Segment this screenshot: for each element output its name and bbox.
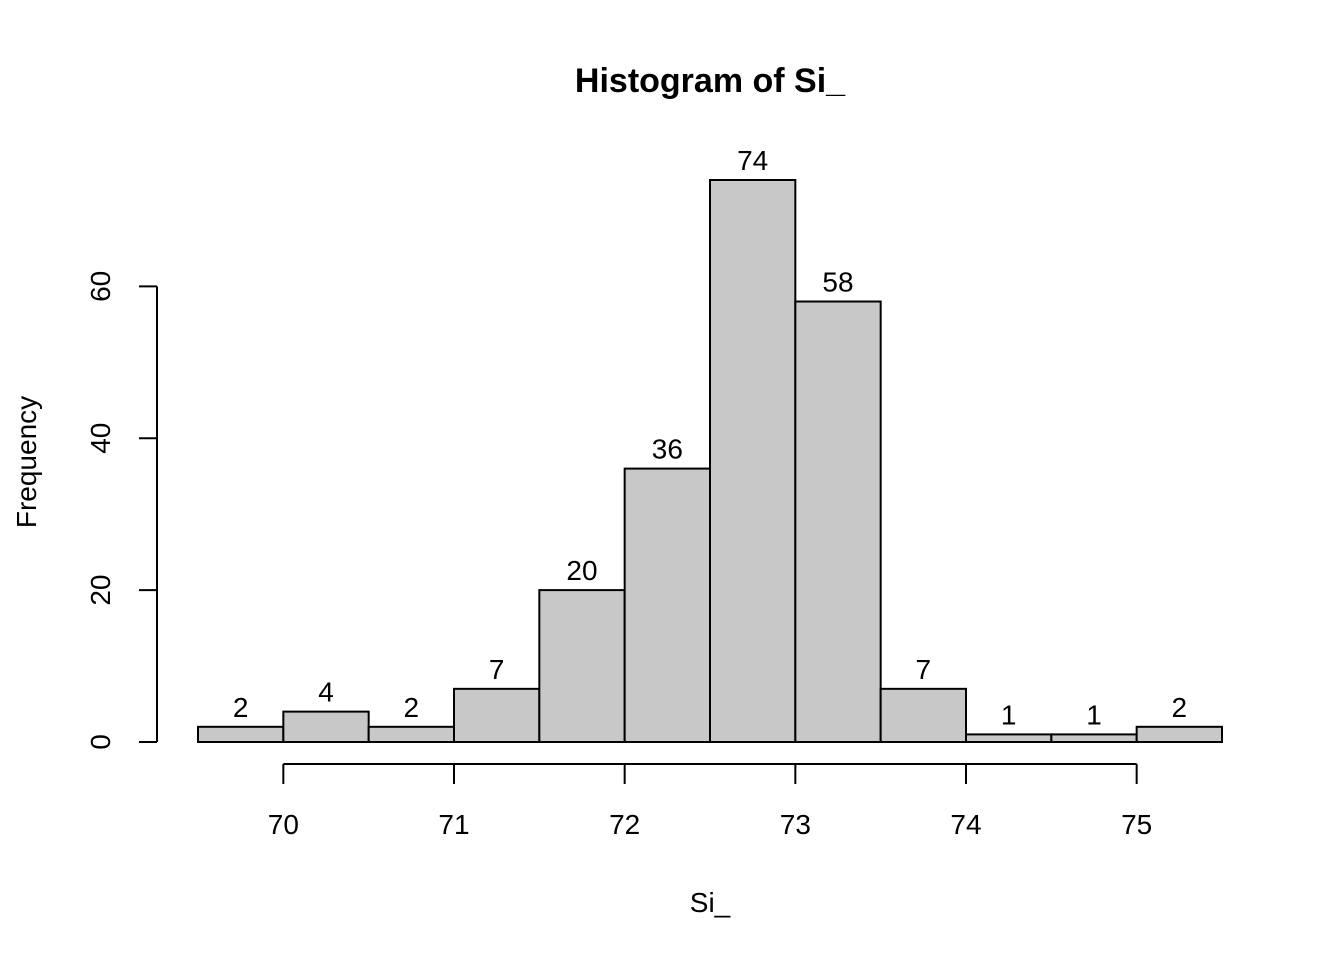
- bar-count-label: 36: [652, 434, 683, 465]
- histogram-bar: [538, 589, 626, 743]
- bar-count-label: 58: [822, 267, 853, 298]
- bar-count-label: 7: [489, 654, 505, 685]
- histogram-bar: [709, 179, 797, 743]
- y-tick-label: 40: [85, 423, 116, 454]
- x-tick-label: 72: [609, 809, 640, 840]
- x-axis-label: Si_: [690, 887, 731, 918]
- bar-count-label: 1: [1086, 699, 1102, 730]
- bar-count-label: 2: [1172, 692, 1188, 723]
- histogram-bar: [282, 710, 370, 744]
- x-tick-label: 74: [950, 809, 981, 840]
- histogram-bar: [879, 687, 968, 743]
- bar-count-label: 2: [233, 692, 249, 723]
- x-tick-label: 70: [268, 809, 299, 840]
- bar-count-label: 20: [566, 555, 597, 586]
- chart-title: Histogram of Si_: [575, 62, 846, 100]
- x-tick-label: 71: [438, 809, 469, 840]
- bar-count-label: 1: [1001, 699, 1017, 730]
- x-tick-label: 75: [1121, 809, 1152, 840]
- bar-count-label: 4: [318, 677, 334, 708]
- bar-count-label: 74: [737, 145, 768, 176]
- histogram-bar: [1135, 725, 1223, 743]
- y-tick-label: 20: [85, 575, 116, 606]
- histogram-bar: [453, 687, 541, 743]
- x-axis: 70 71 72 73 74 75: [268, 763, 1152, 840]
- histogram-bar: [623, 467, 712, 743]
- y-axis-label: Frequency: [11, 396, 42, 528]
- histogram-bar: [794, 300, 882, 743]
- histogram-bar: [197, 725, 285, 743]
- histogram-bar: [965, 733, 1053, 743]
- y-tick-label: 60: [85, 271, 116, 302]
- y-tick-label: 0: [85, 734, 116, 750]
- bar-count-label: 2: [404, 692, 420, 723]
- bars-group: [197, 179, 1223, 744]
- y-axis: 0 20 40 60: [85, 271, 158, 750]
- count-labels-group: 2 4 2 7 20 36 74 58 7 1 1 2: [233, 145, 1187, 730]
- x-tick-label: 73: [780, 809, 811, 840]
- histogram-bar: [367, 725, 455, 743]
- histogram-bar: [1050, 733, 1138, 743]
- bar-count-label: 7: [916, 654, 932, 685]
